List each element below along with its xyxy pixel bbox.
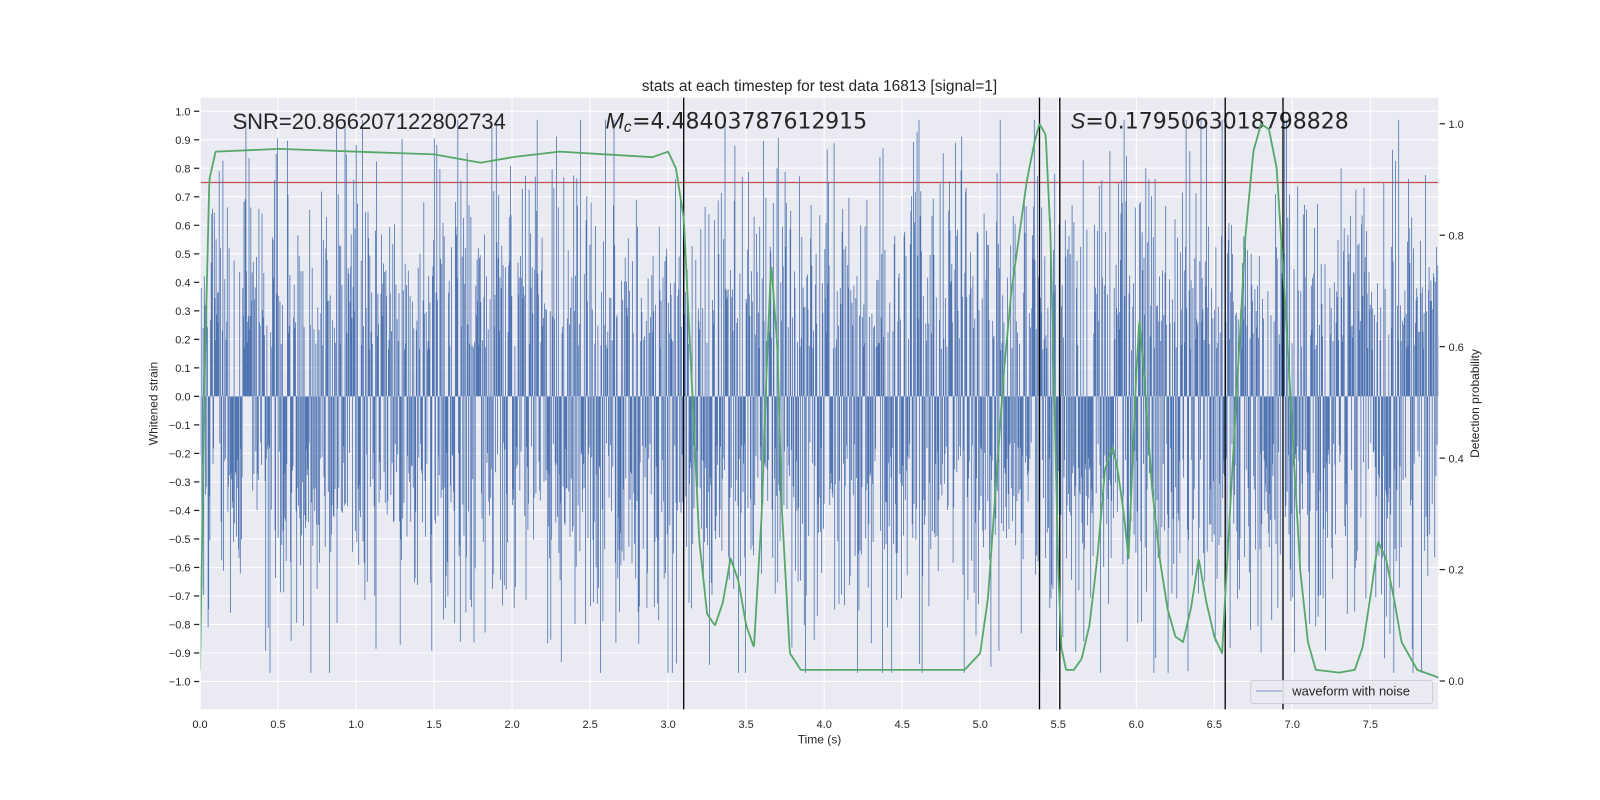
svg-text:−0.2: −0.2 — [169, 449, 191, 461]
svg-text:−0.3: −0.3 — [169, 477, 191, 489]
svg-text:1.5: 1.5 — [426, 719, 441, 731]
svg-text:4.0: 4.0 — [817, 719, 832, 731]
svg-text:0.0: 0.0 — [1449, 676, 1464, 688]
svg-text:−0.7: −0.7 — [169, 591, 191, 603]
svg-text:3.5: 3.5 — [739, 719, 754, 731]
svg-text:0.6: 0.6 — [1449, 342, 1464, 354]
svg-text:7.0: 7.0 — [1285, 719, 1300, 731]
svg-text:stats at each timestep for tes: stats at each timestep for test data 168… — [642, 78, 997, 95]
svg-text:1.0: 1.0 — [1449, 119, 1464, 131]
svg-text:−0.5: −0.5 — [169, 534, 191, 546]
svg-text:−0.9: −0.9 — [169, 648, 191, 660]
svg-text:−0.1: −0.1 — [169, 420, 191, 432]
svg-text:0.9: 0.9 — [175, 135, 190, 147]
svg-text:0.0: 0.0 — [192, 719, 207, 731]
svg-text:2.5: 2.5 — [582, 719, 597, 731]
svg-text:5.0: 5.0 — [973, 719, 988, 731]
svg-text:0.2: 0.2 — [175, 335, 190, 347]
svg-text:6.0: 6.0 — [1129, 719, 1144, 731]
svg-text:Detection probability: Detection probability — [1468, 349, 1482, 458]
svg-text:Whitened strain: Whitened strain — [146, 362, 160, 445]
svg-text:5.5: 5.5 — [1051, 719, 1066, 731]
svg-text:S = 0 .: S = 0 . 1 7 9 5 0 6 3 0 1 8 7 9 8 8 2 8 — [1071, 108, 1349, 134]
svg-text:0.2: 0.2 — [1449, 565, 1464, 577]
svg-text:3.0: 3.0 — [660, 719, 675, 731]
svg-text:Time (s): Time (s) — [798, 732, 842, 746]
svg-text:0.5: 0.5 — [175, 249, 190, 261]
svg-text:waveform with noise: waveform with noise — [1291, 684, 1410, 699]
svg-text:SNR=20.866207122802734: SNR=20.866207122802734 — [232, 109, 505, 134]
svg-text:7.5: 7.5 — [1363, 719, 1378, 731]
svg-text:0.4: 0.4 — [1449, 453, 1464, 465]
svg-text:0.5: 0.5 — [270, 719, 285, 731]
svg-text:1.0: 1.0 — [348, 719, 363, 731]
svg-text:0.4: 0.4 — [175, 278, 190, 290]
svg-text:1.0: 1.0 — [175, 106, 190, 118]
svg-text:0.8: 0.8 — [1449, 230, 1464, 242]
svg-text:0.7: 0.7 — [175, 192, 190, 204]
svg-text:−0.4: −0.4 — [169, 506, 191, 518]
svg-text:4.5: 4.5 — [895, 719, 910, 731]
svg-text:6.5: 6.5 — [1207, 719, 1222, 731]
svg-text:0.3: 0.3 — [175, 306, 190, 318]
svg-text:−0.8: −0.8 — [169, 620, 191, 632]
svg-text:0.6: 0.6 — [175, 220, 190, 232]
svg-text:M c = 4: M c = 4 . 4 8 4 0 3 7 8 7 6 1 2 9 1 5 — [606, 108, 868, 135]
svg-text:0.1: 0.1 — [175, 363, 190, 375]
svg-text:−0.6: −0.6 — [169, 563, 191, 575]
svg-text:−1.0: −1.0 — [169, 677, 191, 689]
svg-text:0.8: 0.8 — [175, 163, 190, 175]
svg-text:0.0: 0.0 — [175, 392, 190, 404]
svg-text:2.0: 2.0 — [504, 719, 519, 731]
